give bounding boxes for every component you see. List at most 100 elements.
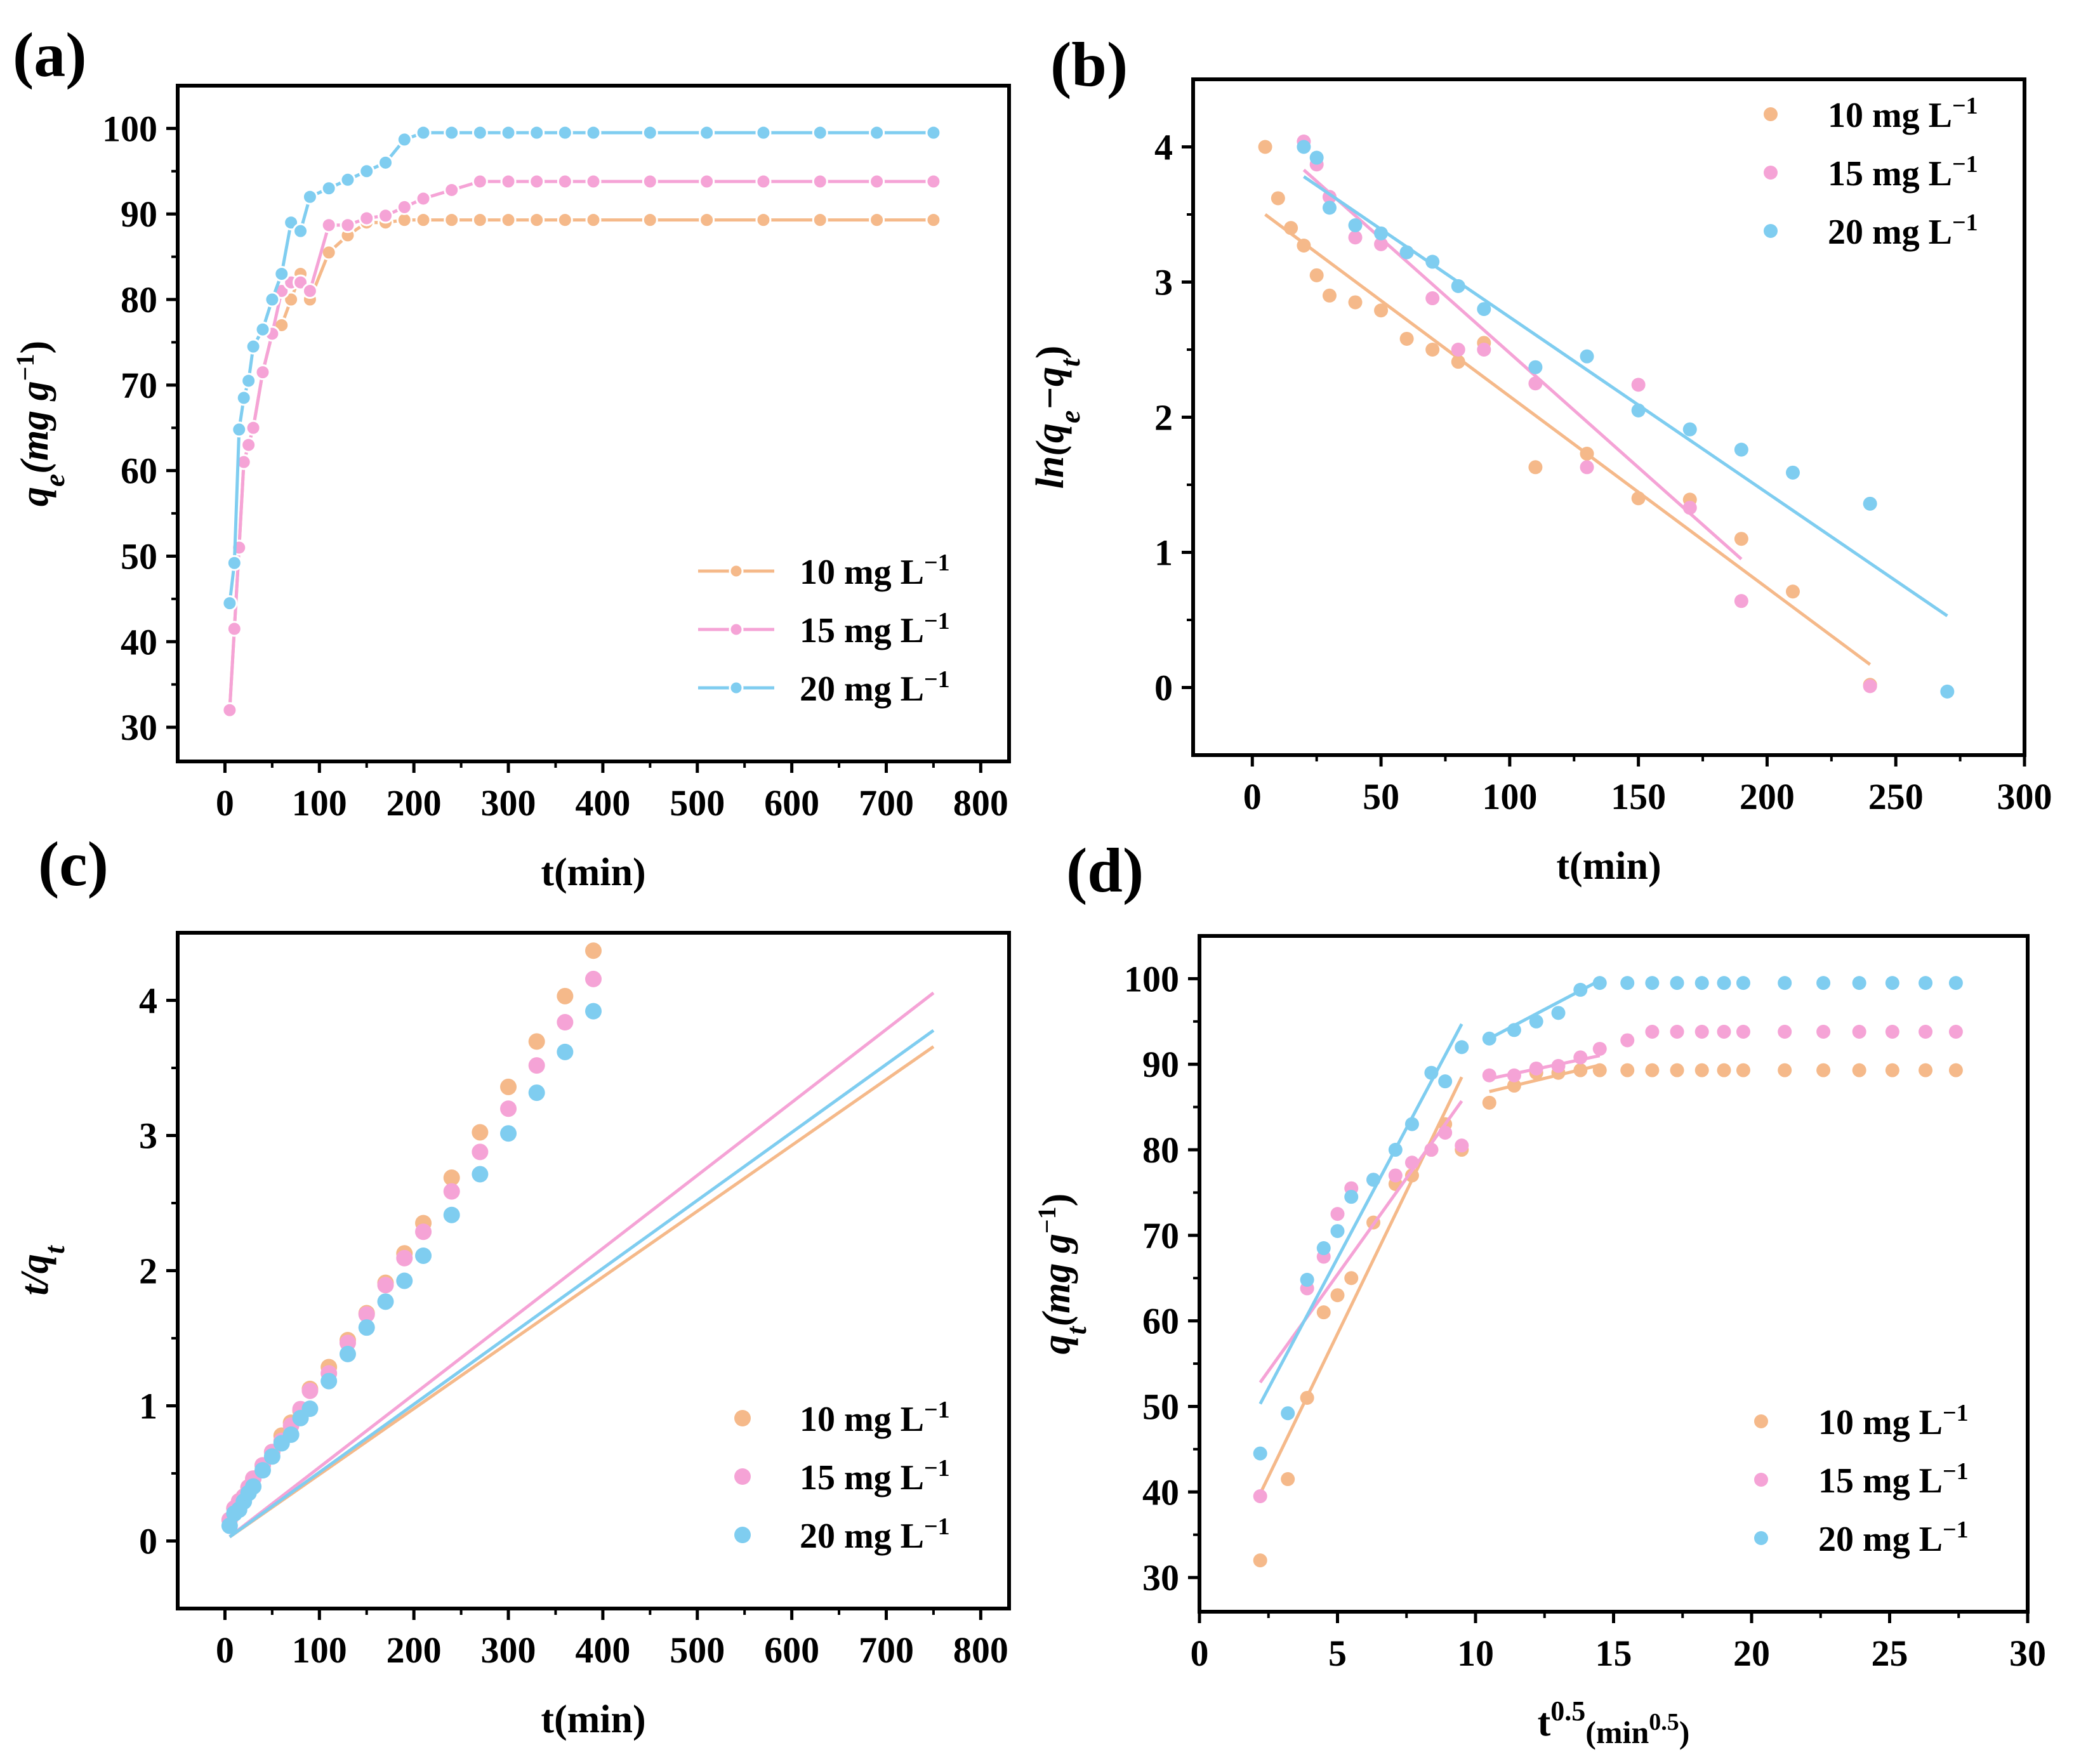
data-point	[1309, 150, 1324, 165]
series-line	[228, 131, 934, 603]
plot-frame	[176, 931, 1011, 1610]
data-point	[1940, 684, 1955, 699]
data-point	[1322, 288, 1337, 303]
y-tick-label: 1	[139, 1386, 157, 1427]
data-point	[396, 1272, 413, 1289]
series-s15: 15 mg L−1	[221, 970, 950, 1538]
x-tick-label: 0	[216, 782, 234, 824]
legend-label: 15 mg L−1	[800, 608, 950, 650]
data-point	[528, 1084, 545, 1102]
legend-marker	[734, 1468, 751, 1485]
data-point	[254, 364, 271, 381]
legend-marker	[729, 563, 744, 579]
data-point	[755, 173, 772, 190]
y-tick-label: 100	[1124, 958, 1179, 999]
data-point	[1477, 343, 1491, 357]
y-tick-label: 4	[139, 980, 157, 1022]
panel-letter: (b)	[1050, 29, 1128, 100]
data-point	[1258, 140, 1272, 154]
x-tick-label: 300	[481, 1629, 536, 1671]
data-point	[472, 1166, 489, 1183]
x-tick-label: 25	[1872, 1633, 1908, 1674]
data-point	[1919, 1024, 1933, 1039]
data-point	[1573, 982, 1588, 997]
data-point	[339, 1345, 356, 1362]
data-point	[1330, 1224, 1345, 1239]
data-point	[1736, 1063, 1750, 1077]
data-point	[642, 212, 658, 228]
data-point	[1482, 1095, 1496, 1110]
data-point	[1455, 1138, 1469, 1153]
legend-marker	[729, 680, 744, 695]
data-point	[443, 1183, 460, 1200]
data-point	[1778, 976, 1792, 991]
y-tick-label: 100	[102, 108, 157, 149]
data-point	[472, 1143, 489, 1161]
data-point	[340, 217, 356, 234]
plot-frame	[1198, 934, 2030, 1614]
x-tick-label: 700	[859, 1629, 914, 1671]
data-point	[1816, 976, 1831, 991]
data-point	[1682, 501, 1697, 515]
data-point	[529, 212, 545, 228]
data-point	[1816, 1063, 1831, 1077]
x-tick-label: 300	[481, 782, 536, 824]
data-point	[1507, 1078, 1521, 1093]
y-tick-label: 80	[1142, 1129, 1179, 1171]
data-point	[254, 1462, 271, 1479]
data-point	[925, 212, 942, 228]
legend-label: 15 mg L−1	[1818, 1458, 1969, 1501]
x-tick-label: 600	[764, 1629, 819, 1671]
data-point	[1425, 343, 1440, 357]
x-axis-label: t(min)	[1556, 845, 1661, 888]
x-axis-label: t(min)	[541, 851, 645, 894]
x-tick-label: 20	[1733, 1633, 1770, 1674]
data-point	[1852, 976, 1866, 991]
data-point	[358, 1319, 375, 1336]
y-tick-label: 4	[1154, 127, 1173, 168]
data-point	[1863, 679, 1877, 694]
y-tick-label: 2	[1154, 397, 1173, 438]
data-point	[699, 124, 715, 141]
data-point	[1620, 1033, 1635, 1048]
legend-marker	[1754, 1414, 1768, 1428]
legend-label: 10 mg L−1	[800, 550, 950, 592]
data-point	[1374, 237, 1389, 251]
x-tick-label: 10	[1457, 1633, 1494, 1674]
data-point	[1734, 532, 1748, 546]
legend-marker	[1754, 1473, 1768, 1487]
data-point	[1919, 1063, 1933, 1077]
series-s20: 20 mg L−1	[221, 124, 950, 709]
data-point	[1645, 1063, 1660, 1077]
data-point	[1778, 1063, 1792, 1077]
data-point	[585, 942, 602, 959]
legend-marker	[729, 622, 744, 637]
data-point	[1316, 1241, 1331, 1256]
data-point	[1919, 976, 1933, 991]
data-point	[1507, 1068, 1521, 1083]
data-point	[1425, 254, 1440, 269]
data-point	[396, 1249, 413, 1267]
data-point	[415, 1247, 432, 1264]
data-point	[1297, 140, 1311, 154]
data-point	[1785, 465, 1800, 480]
data-point	[1348, 230, 1363, 245]
data-point	[221, 595, 238, 612]
data-point	[812, 124, 828, 141]
data-point	[396, 212, 413, 228]
data-point	[254, 321, 271, 338]
data-point	[500, 212, 517, 228]
data-point	[359, 163, 375, 180]
data-point	[1271, 191, 1285, 206]
data-point	[869, 212, 885, 228]
legend-marker	[1764, 166, 1778, 180]
data-point	[1404, 1117, 1419, 1131]
data-point	[1438, 1074, 1453, 1089]
x-tick-label: 15	[1595, 1633, 1632, 1674]
y-tick-label: 3	[139, 1116, 157, 1157]
legend-label: 20 mg L−1	[1828, 209, 1978, 252]
fit-line	[1264, 213, 1872, 666]
data-point	[1388, 1143, 1403, 1157]
data-point	[1330, 1288, 1345, 1303]
data-point	[1482, 1031, 1496, 1046]
